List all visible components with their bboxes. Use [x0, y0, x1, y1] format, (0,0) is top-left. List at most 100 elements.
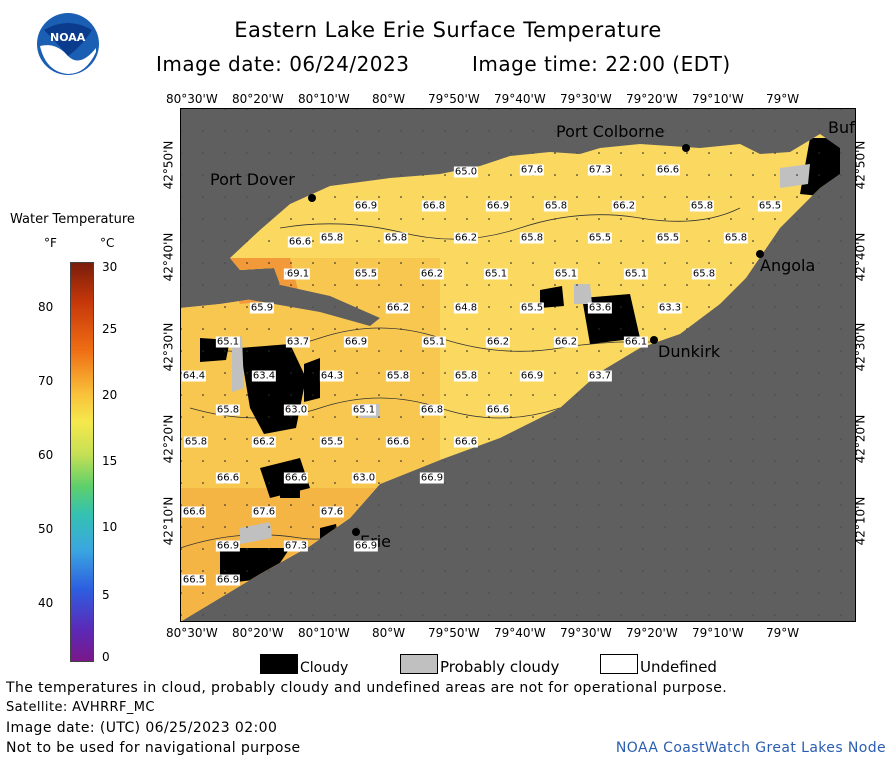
temperature-label: 65.8 [383, 232, 409, 244]
lon-tick: 80°W [372, 626, 406, 640]
temperature-label: 66.2 [419, 268, 445, 280]
nav-warning: Not to be used for navigational purpose [6, 740, 301, 756]
port-colborne-marker [682, 144, 690, 152]
place-dunkirk: Dunkirk [658, 342, 721, 361]
unit-f: °F [44, 236, 57, 250]
temperature-label: 65.8 [543, 200, 569, 212]
temperature-label: 66.5 [181, 574, 207, 586]
temperature-label: 65.8 [319, 232, 345, 244]
temperature-label: 63.7 [285, 336, 311, 348]
temperature-label: 64.4 [181, 370, 207, 382]
f-tick: 60 [38, 448, 54, 462]
temperature-label: 66.6 [181, 506, 207, 518]
noaa-logo: NOAA [36, 12, 100, 76]
temperature-label: 65.1 [351, 404, 377, 416]
credit-link[interactable]: NOAA CoastWatch Great Lakes Node [615, 740, 886, 756]
disclaimer: The temperatures in cloud, probably clou… [6, 680, 728, 696]
image-time: Image time: 22:00 (EDT) [472, 52, 731, 76]
temperature-label: 65.8 [385, 370, 411, 382]
c-tick: 30 [102, 260, 118, 274]
temperature-label: 65.8 [183, 436, 209, 448]
temperature-label: 63.0 [351, 472, 377, 484]
map-panel[interactable]: Port Dover Port Colborne Buf Angola Dunk… [180, 108, 856, 622]
lon-tick: 80°20'W [232, 626, 284, 640]
temperature-label: 66.6 [385, 436, 411, 448]
temperature-label: 65.1 [553, 268, 579, 280]
temperature-label: 65.5 [319, 436, 345, 448]
lon-tick: 79°20'W [626, 92, 678, 106]
temperature-label: 65.0 [453, 166, 479, 178]
temperature-label: 66.1 [623, 336, 649, 348]
cloudy-swatch [260, 654, 298, 674]
temperature-label: 65.5 [519, 302, 545, 314]
lon-tick: 79°W [766, 92, 800, 106]
temperature-label: 66.9 [485, 200, 511, 212]
temperature-label: 65.8 [453, 370, 479, 382]
lon-tick: 80°20'W [232, 92, 284, 106]
temperature-label: 66.2 [611, 200, 637, 212]
temperature-label: 65.5 [587, 232, 613, 244]
temperature-label: 66.9 [419, 472, 445, 484]
temperature-label: 67.6 [519, 164, 545, 176]
temperature-label: 65.8 [215, 404, 241, 416]
lon-tick: 79°30'W [560, 92, 612, 106]
temperature-label: 69.1 [285, 268, 311, 280]
lon-tick: 80°W [372, 92, 406, 106]
lat-tick: 42°50'N [161, 140, 176, 190]
c-tick: 10 [102, 520, 118, 534]
lon-tick: 79°50'W [428, 626, 480, 640]
lon-tick: 79°W [766, 626, 800, 640]
unit-c: °C [100, 236, 115, 250]
lon-tick: 79°10'W [692, 92, 744, 106]
temperature-label: 65.1 [421, 336, 447, 348]
temperature-label: 66.6 [215, 472, 241, 484]
temperature-label: 63.4 [251, 370, 277, 382]
c-tick: 5 [102, 588, 110, 602]
undefined-swatch [600, 654, 638, 674]
lat-tick: 42°40'N [161, 232, 176, 282]
temperature-label: 66.2 [553, 336, 579, 348]
c-tick: 20 [102, 388, 118, 402]
temperature-label: 67.6 [319, 506, 345, 518]
temperature-label: 66.9 [215, 574, 241, 586]
temperature-label: 64.8 [453, 302, 479, 314]
lon-tick: 80°10'W [298, 626, 350, 640]
temperature-label: 65.8 [689, 200, 715, 212]
temperature-label: 65.8 [519, 232, 545, 244]
temperature-label: 65.1 [215, 336, 241, 348]
place-angola: Angola [760, 256, 816, 275]
cloudy-label: Cloudy [300, 660, 349, 676]
temperature-label: 66.9 [343, 336, 369, 348]
temperature-label: 65.9 [249, 302, 275, 314]
c-tick: 25 [102, 322, 118, 336]
temperature-label: 65.5 [353, 268, 379, 280]
c-tick: 0 [102, 650, 110, 664]
f-tick: 70 [38, 374, 54, 388]
temperature-label: 66.9 [215, 540, 241, 552]
lat-tick: 42°10'N [161, 496, 176, 546]
temperature-label: 64.3 [319, 370, 345, 382]
temperature-label: 66.9 [353, 200, 379, 212]
satellite-info: Satellite: AVHRRF_MC [6, 700, 155, 715]
temperature-label: 66.6 [485, 404, 511, 416]
temperature-label: 65.8 [723, 232, 749, 244]
colorbar-title: Water Temperature [10, 212, 135, 227]
temperature-label: 66.2 [251, 436, 277, 448]
temperature-label: 66.9 [519, 370, 545, 382]
lon-tick: 80°10'W [298, 92, 350, 106]
temperature-label: 66.2 [385, 302, 411, 314]
temperature-label: 65.5 [757, 200, 783, 212]
angola-marker [756, 250, 764, 258]
temperature-label: 63.7 [587, 370, 613, 382]
lon-tick: 79°40'W [494, 92, 546, 106]
temperature-label: 66.6 [655, 164, 681, 176]
place-port-dover: Port Dover [210, 170, 295, 189]
temperature-label: 67.3 [587, 164, 613, 176]
map-title: Eastern Lake Erie Surface Temperature [234, 18, 662, 42]
lon-tick: 79°30'W [560, 626, 612, 640]
dunkirk-marker [650, 336, 658, 344]
temperature-label: 67.3 [283, 540, 309, 552]
temperature-label: 65.1 [623, 268, 649, 280]
lon-tick: 79°40'W [494, 626, 546, 640]
temperature-label: 66.2 [453, 232, 479, 244]
